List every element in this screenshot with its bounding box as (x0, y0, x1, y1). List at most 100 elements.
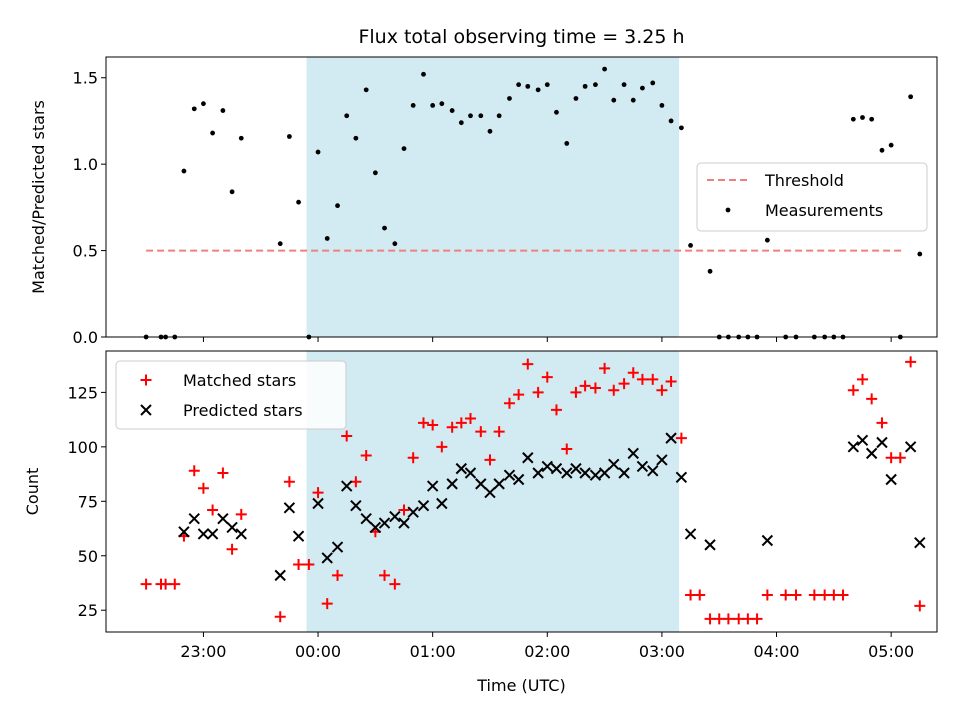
data-point (181, 168, 187, 174)
legend-threshold-label: Threshold (764, 171, 844, 190)
y-axis-label: Count (23, 468, 42, 516)
data-point (324, 236, 330, 241)
ratio-panel: 0.0 0.5 1.0 1.5 Matched/Predicted stars Flux … (29, 26, 938, 347)
series-predicted-stars (178, 432, 926, 582)
data-point (894, 452, 906, 464)
data-point (665, 432, 677, 444)
data-point (579, 380, 591, 392)
chart-title: Flux total observing time = 3.25 h (358, 26, 684, 48)
data-point (484, 486, 496, 499)
data-point (561, 443, 573, 455)
data-point (493, 478, 505, 490)
data-point (277, 241, 283, 247)
data-point (372, 170, 378, 176)
data-point (197, 482, 209, 494)
data-point (503, 469, 516, 481)
data-point (197, 528, 210, 540)
data-point (582, 83, 588, 89)
data-point (496, 113, 502, 119)
count-panel: 25 50 75 100 125 23:00 00:00 01:00 02:00 03:00 04:… (23, 350, 938, 695)
data-point (751, 613, 763, 625)
observing-window-span (306, 57, 680, 337)
data-point (522, 452, 534, 464)
data-point (464, 413, 476, 425)
data-point (579, 467, 591, 479)
data-point (516, 82, 522, 88)
data-point (647, 465, 659, 477)
data-point (274, 569, 286, 582)
data-point (379, 569, 391, 581)
legend-box (696, 162, 928, 232)
data-point (464, 467, 477, 479)
legend-measurements-label: Measurements (765, 201, 883, 220)
data-point (550, 462, 563, 475)
data-point (532, 467, 544, 479)
data-point (808, 589, 820, 601)
data-point (226, 521, 238, 534)
data-point (238, 135, 244, 141)
data-point (303, 558, 315, 570)
data-point (201, 101, 206, 107)
data-point (312, 497, 324, 510)
y-tick-label: 1.5 (73, 69, 98, 88)
data-point (856, 373, 868, 385)
x-axis-label: Time (UTC) (476, 676, 565, 695)
data-point (293, 558, 305, 570)
data-point (564, 141, 570, 146)
data-point (335, 203, 340, 209)
data-point (436, 441, 448, 453)
x-tick-label: 00:00 (295, 642, 341, 661)
y-tick-label: 75 (78, 492, 98, 511)
y-tick-label: 125 (67, 383, 98, 402)
data-point (292, 530, 305, 542)
data-point (647, 373, 659, 385)
data-point (713, 613, 725, 625)
data-point (573, 96, 579, 101)
data-point (169, 578, 181, 590)
data-point (407, 506, 419, 518)
data-point (321, 552, 333, 564)
data-point (522, 358, 534, 370)
data-point (627, 447, 639, 460)
observing-window-span (306, 351, 680, 632)
legend: Matched stars Predicted stars (115, 360, 347, 430)
data-point (446, 478, 458, 490)
data-point (704, 539, 716, 551)
data-point (914, 536, 926, 549)
data-point (217, 513, 229, 525)
y-tick-label: 1.0 (73, 155, 98, 174)
x-tick-label: 02:00 (524, 642, 570, 661)
data-point (761, 534, 774, 547)
data-point (392, 241, 398, 247)
data-point (722, 613, 734, 625)
data-point (659, 102, 665, 108)
data-point (207, 504, 219, 516)
data-point (360, 450, 372, 462)
x-tick-label: 03:00 (639, 642, 685, 661)
data-point (905, 356, 917, 368)
data-point (688, 242, 693, 248)
y-axis-label: Matched/Predicted stars (29, 100, 48, 294)
data-point (733, 613, 745, 625)
data-point (675, 432, 687, 444)
series-matched-stars (140, 356, 926, 625)
data-point (220, 108, 226, 113)
data-point (513, 389, 525, 401)
data-point (446, 421, 458, 433)
data-point (389, 578, 401, 590)
data-point (512, 473, 525, 486)
data-point (879, 147, 885, 153)
data-point (398, 504, 410, 516)
data-point (541, 460, 553, 473)
data-point (389, 510, 401, 523)
data-point (668, 118, 674, 124)
data-point (475, 426, 487, 438)
data-point (475, 478, 487, 490)
data-point (274, 611, 286, 623)
legend-box (115, 360, 347, 430)
data-point (598, 467, 611, 479)
data-point (378, 517, 391, 529)
data-point (675, 471, 688, 484)
data-point (503, 397, 515, 409)
data-point (331, 541, 344, 553)
